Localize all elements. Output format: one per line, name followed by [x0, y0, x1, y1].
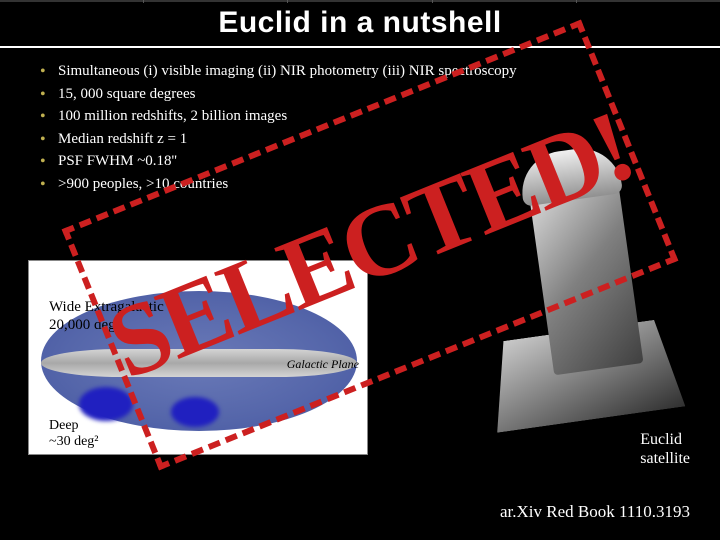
- bullet-item: Median redshift z = 1: [40, 128, 680, 151]
- satellite-caption: Euclid satellite: [640, 430, 690, 468]
- satellite-caption-line: Euclid: [640, 431, 682, 448]
- satellite-image: [470, 150, 700, 440]
- deep-field-blob: [79, 387, 133, 421]
- diagram-label-wide: Wide Extragalactic: [49, 299, 164, 316]
- sky-coverage-diagram: Wide Extragalactic 20,000 deg² Galactic …: [28, 260, 368, 455]
- bullet-item: Simultaneous (i) visible imaging (ii) NI…: [40, 60, 680, 83]
- arxiv-reference: ar.Xiv Red Book 1110.3193: [500, 502, 690, 522]
- diagram-label-deep: Deep: [49, 418, 79, 434]
- diagram-label-wide-area: 20,000 deg²: [49, 317, 120, 334]
- bullet-item: 100 million redshifts, 2 billion images: [40, 105, 680, 128]
- bullet-item: 15, 000 square degrees: [40, 83, 680, 106]
- slide-title: Euclid in a nutshell: [218, 6, 501, 40]
- satellite-caption-line: satellite: [640, 450, 690, 467]
- diagram-label-deep-area: ~30 deg²: [49, 434, 99, 450]
- deep-field-blob: [171, 397, 219, 427]
- title-top-segments: [0, 0, 720, 3]
- title-bar: Euclid in a nutshell: [0, 0, 720, 48]
- diagram-label-galactic: Galactic Plane: [287, 357, 359, 372]
